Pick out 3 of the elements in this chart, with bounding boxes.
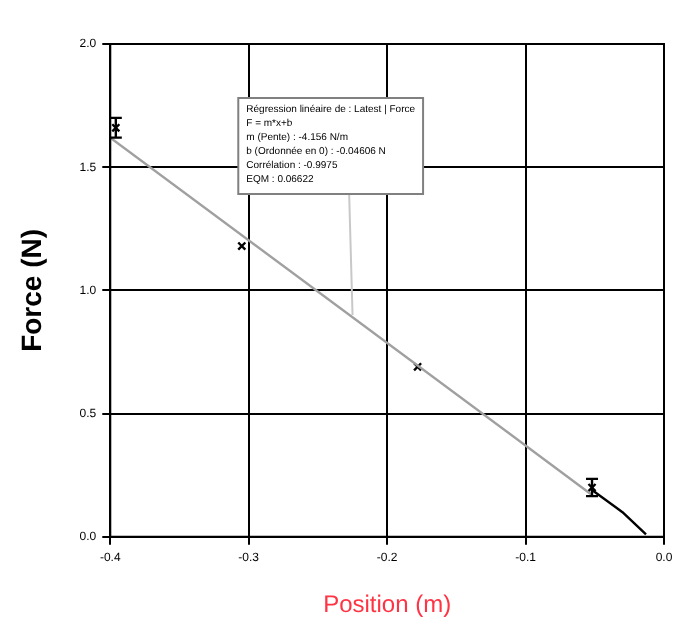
point xyxy=(412,362,423,372)
y-axis-title: Force (N) xyxy=(14,228,47,352)
x-axis-title: Position (m) xyxy=(323,590,452,619)
